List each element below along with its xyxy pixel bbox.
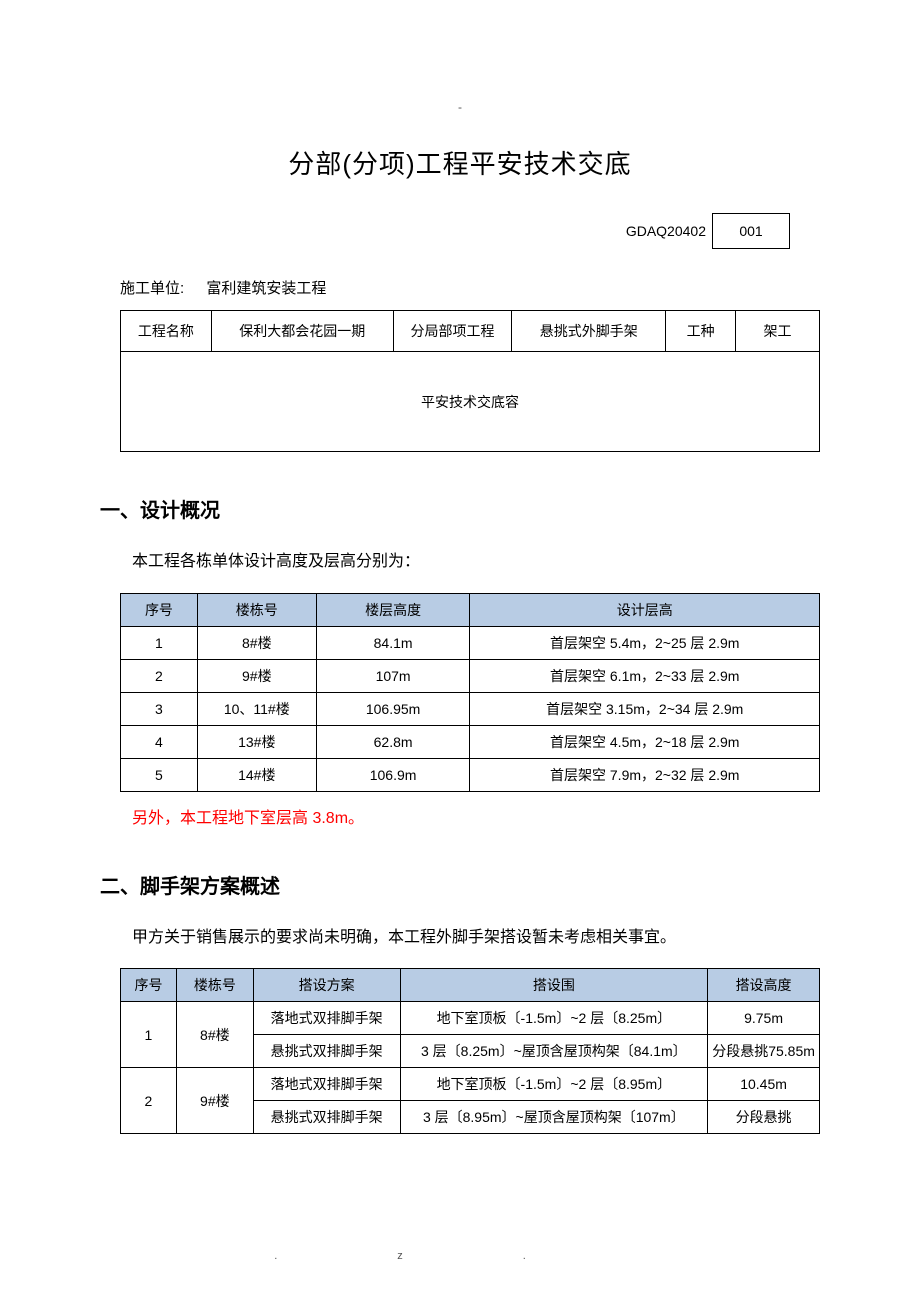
design-table-cell: 13#楼 [197, 725, 316, 758]
design-table-cell: 首层架空 4.5m，2~18 层 2.9m [470, 725, 820, 758]
design-table-cell: 106.95m [316, 692, 470, 725]
info-c2: 保利大都会花园一期 [211, 311, 393, 352]
scheme-table-header: 楼栋号 [176, 969, 253, 1002]
footer-b: z. [397, 1250, 646, 1262]
scheme-cell: 落地式双排脚手架 [253, 1002, 400, 1035]
design-table: 序号楼栋号楼层高度设计层高 18#楼84.1m首层架空 5.4m，2~25 层 … [120, 593, 820, 792]
scheme-cell: 10.45m [708, 1068, 820, 1101]
footer-a: . [274, 1250, 397, 1262]
section1-intro: 本工程各栋单体设计高度及层高分别为： [100, 549, 820, 575]
scheme-table-header: 搭设方案 [253, 969, 400, 1002]
scheme-table-header: 序号 [121, 969, 177, 1002]
design-table-cell: 107m [316, 659, 470, 692]
section1-note: 另外，本工程地下室层高 3.8m。 [100, 804, 820, 828]
scheme-table: 序号楼栋号搭设方案搭设围搭设高度 18#楼落地式双排脚手架地下室顶板〔-1.5m… [120, 968, 820, 1134]
design-table-header: 序号 [121, 593, 198, 626]
design-table-cell: 首层架空 3.15m，2~34 层 2.9m [470, 692, 820, 725]
design-table-cell: 首层架空 6.1m，2~33 层 2.9m [470, 659, 820, 692]
code-label: GDAQ20402 [626, 223, 706, 239]
construction-unit-line: 施工单位: 富利建筑安装工程 [100, 277, 820, 298]
scheme-building-cell: 9#楼 [176, 1068, 253, 1134]
design-table-header: 楼栋号 [197, 593, 316, 626]
design-table-cell: 2 [121, 659, 198, 692]
scheme-building-cell: 8#楼 [176, 1002, 253, 1068]
info-c5: 工种 [666, 311, 736, 352]
info-c4: 悬挑式外脚手架 [512, 311, 666, 352]
scheme-cell: 地下室顶板〔-1.5m〕~2 层〔8.95m〕 [400, 1068, 708, 1101]
info-c3: 分局部项工程 [393, 311, 512, 352]
design-table-cell: 9#楼 [197, 659, 316, 692]
scheme-table-header: 搭设围 [400, 969, 708, 1002]
scheme-cell: 3 层〔8.95m〕~屋顶含屋顶构架〔107m〕 [400, 1101, 708, 1134]
page-footer: .z. [0, 1250, 920, 1262]
scheme-cell: 悬挑式双排脚手架 [253, 1035, 400, 1068]
design-table-header: 设计层高 [470, 593, 820, 626]
design-table-cell: 10、11#楼 [197, 692, 316, 725]
design-table-cell: 4 [121, 725, 198, 758]
design-table-cell: 3 [121, 692, 198, 725]
scheme-cell: 9.75m [708, 1002, 820, 1035]
code-box: 001 [712, 213, 790, 249]
scheme-cell: 落地式双排脚手架 [253, 1068, 400, 1101]
scheme-cell: 分段悬挑 [708, 1101, 820, 1134]
unit-label: 施工单位: [120, 280, 184, 297]
design-table-cell: 106.9m [316, 758, 470, 791]
scheme-cell: 悬挑式双排脚手架 [253, 1101, 400, 1134]
design-table-cell: 首层架空 7.9m，2~32 层 2.9m [470, 758, 820, 791]
info-c6: 架工 [736, 311, 820, 352]
document-title: 分部(分项)工程平安技术交底 [100, 144, 820, 181]
scheme-cell: 3 层〔8.25m〕~屋顶含屋顶构架〔84.1m〕 [400, 1035, 708, 1068]
scheme-table-header: 搭设高度 [708, 969, 820, 1002]
section2-heading: 二、脚手架方案概述 [100, 870, 820, 899]
design-table-cell: 1 [121, 626, 198, 659]
design-table-cell: 首层架空 5.4m，2~25 层 2.9m [470, 626, 820, 659]
scheme-no-cell: 1 [121, 1002, 177, 1068]
code-row: GDAQ20402 001 [100, 213, 820, 249]
design-table-cell: 5 [121, 758, 198, 791]
design-table-cell: 8#楼 [197, 626, 316, 659]
info-table: 工程名称 保利大都会花园一期 分局部项工程 悬挑式外脚手架 工种 架工 平安技术… [120, 310, 820, 452]
scheme-cell: 分段悬挑75.85m [708, 1035, 820, 1068]
scheme-no-cell: 2 [121, 1068, 177, 1134]
info-c1: 工程名称 [121, 311, 212, 352]
design-table-cell: 62.8m [316, 725, 470, 758]
info-row2: 平安技术交底容 [121, 352, 820, 452]
design-table-header: 楼层高度 [316, 593, 470, 626]
unit-value: 富利建筑安装工程 [206, 280, 326, 297]
section2-intro: 甲方关于销售展示的要求尚未明确，本工程外脚手架搭设暂未考虑相关事宜。 [100, 925, 820, 951]
top-dash: - [100, 100, 820, 114]
design-table-cell: 84.1m [316, 626, 470, 659]
scheme-cell: 地下室顶板〔-1.5m〕~2 层〔8.25m〕 [400, 1002, 708, 1035]
design-table-cell: 14#楼 [197, 758, 316, 791]
section1-heading: 一、设计概况 [100, 494, 820, 523]
